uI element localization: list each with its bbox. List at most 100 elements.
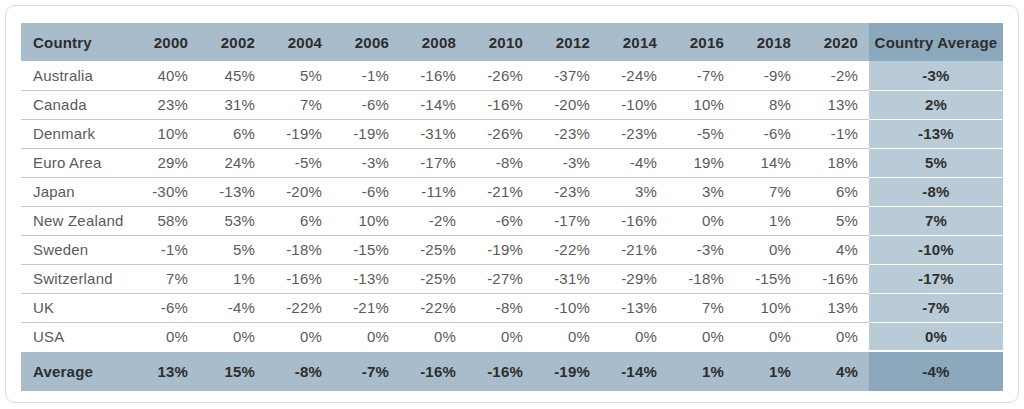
header-year-2016: 2016 (668, 23, 735, 61)
header-year-2014: 2014 (601, 23, 668, 61)
row-country-name: UK (21, 293, 132, 322)
header-year-2012: 2012 (534, 23, 601, 61)
row-value-cell: -6% (467, 206, 534, 235)
row-value-cell: 0% (534, 322, 601, 351)
row-value-cell: 23% (132, 90, 199, 119)
row-value-cell: -19% (467, 235, 534, 264)
header-year-2000: 2000 (132, 23, 199, 61)
row-value-cell: -31% (534, 264, 601, 293)
row-country-average: -10% (869, 235, 1003, 264)
row-value-cell: 6% (199, 119, 266, 148)
row-value-cell: -23% (534, 177, 601, 206)
average-row-value-cell: 13% (132, 351, 199, 391)
header-year-2004: 2004 (266, 23, 333, 61)
average-row-value-cell: -7% (333, 351, 400, 391)
average-row-value-cell: -16% (467, 351, 534, 391)
row-value-cell: 0% (333, 322, 400, 351)
row-country-average: -13% (869, 119, 1003, 148)
average-row-value-cell: -14% (601, 351, 668, 391)
row-value-cell: -10% (601, 90, 668, 119)
row-value-cell: -19% (333, 119, 400, 148)
row-value-cell: -19% (266, 119, 333, 148)
row-value-cell: 4% (802, 235, 869, 264)
row-value-cell: 24% (199, 148, 266, 177)
row-value-cell: 7% (266, 90, 333, 119)
header-country-average: Country Average (869, 23, 1003, 61)
table-body: Australia40%45%5%-1%-16%-26%-37%-24%-7%-… (21, 61, 1003, 351)
table-row: Euro Area29%24%-5%-3%-17%-8%-3%-4%19%14%… (21, 148, 1003, 177)
average-row: Average 13%15%-8%-7%-16%-16%-19%-14%1%1%… (21, 351, 1003, 391)
row-country-average: -8% (869, 177, 1003, 206)
row-value-cell: -22% (534, 235, 601, 264)
row-value-cell: -13% (199, 177, 266, 206)
row-value-cell: 0% (668, 322, 735, 351)
row-value-cell: -2% (400, 206, 467, 235)
row-value-cell: 13% (802, 293, 869, 322)
row-country-name: Sweden (21, 235, 132, 264)
row-value-cell: -8% (467, 293, 534, 322)
average-row-value-cell: -19% (534, 351, 601, 391)
average-row-country-average: -4% (869, 351, 1003, 391)
row-country-name: USA (21, 322, 132, 351)
table-row: New Zealand58%53%6%10%-2%-6%-17%-16%0%1%… (21, 206, 1003, 235)
table-card: Country 20002002200420062008201020122014… (5, 5, 1019, 403)
row-value-cell: 1% (735, 206, 802, 235)
row-country-average: 2% (869, 90, 1003, 119)
row-value-cell: -15% (735, 264, 802, 293)
header-year-2010: 2010 (467, 23, 534, 61)
row-value-cell: -16% (266, 264, 333, 293)
row-value-cell: 5% (802, 206, 869, 235)
row-value-cell: -13% (333, 264, 400, 293)
row-country-average: 5% (869, 148, 1003, 177)
row-value-cell: -21% (333, 293, 400, 322)
row-value-cell: 10% (668, 90, 735, 119)
row-value-cell: -23% (534, 119, 601, 148)
row-value-cell: 14% (735, 148, 802, 177)
row-value-cell: -5% (266, 148, 333, 177)
header-year-2018: 2018 (735, 23, 802, 61)
row-value-cell: -17% (400, 148, 467, 177)
row-value-cell: 10% (735, 293, 802, 322)
table-row: Denmark10%6%-19%-19%-31%-26%-23%-23%-5%-… (21, 119, 1003, 148)
row-value-cell: -14% (400, 90, 467, 119)
row-value-cell: -6% (132, 293, 199, 322)
row-value-cell: -9% (735, 61, 802, 90)
row-value-cell: -1% (132, 235, 199, 264)
row-value-cell: -17% (534, 206, 601, 235)
header-year-2002: 2002 (199, 23, 266, 61)
table-row: Switzerland7%1%-16%-13%-25%-27%-31%-29%-… (21, 264, 1003, 293)
row-value-cell: -23% (601, 119, 668, 148)
header-year-2008: 2008 (400, 23, 467, 61)
row-country-name: Australia (21, 61, 132, 90)
average-row-value-cell: -8% (266, 351, 333, 391)
row-value-cell: -13% (601, 293, 668, 322)
row-value-cell: -25% (400, 235, 467, 264)
average-row-label: Average (21, 351, 132, 391)
row-value-cell: -3% (333, 148, 400, 177)
row-value-cell: 40% (132, 61, 199, 90)
row-value-cell: 31% (199, 90, 266, 119)
row-value-cell: -29% (601, 264, 668, 293)
row-value-cell: -26% (467, 119, 534, 148)
row-value-cell: 7% (132, 264, 199, 293)
average-row-value-cell: 1% (668, 351, 735, 391)
row-value-cell: -20% (266, 177, 333, 206)
row-country-name: Canada (21, 90, 132, 119)
row-country-name: New Zealand (21, 206, 132, 235)
row-country-average: -3% (869, 61, 1003, 90)
row-value-cell: -15% (333, 235, 400, 264)
row-value-cell: 10% (333, 206, 400, 235)
table-row: Australia40%45%5%-1%-16%-26%-37%-24%-7%-… (21, 61, 1003, 90)
row-value-cell: -7% (668, 61, 735, 90)
row-value-cell: -1% (333, 61, 400, 90)
row-value-cell: 10% (132, 119, 199, 148)
row-value-cell: 18% (802, 148, 869, 177)
row-value-cell: 6% (266, 206, 333, 235)
row-value-cell: 13% (802, 90, 869, 119)
table-footer: Average 13%15%-8%-7%-16%-16%-19%-14%1%1%… (21, 351, 1003, 391)
row-value-cell: 5% (266, 61, 333, 90)
row-value-cell: -10% (534, 293, 601, 322)
row-value-cell: -25% (400, 264, 467, 293)
header-year-2020: 2020 (802, 23, 869, 61)
row-value-cell: 53% (199, 206, 266, 235)
